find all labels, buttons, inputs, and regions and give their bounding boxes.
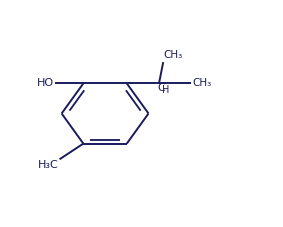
Text: CH₃: CH₃ bbox=[164, 50, 183, 60]
Text: CH₃: CH₃ bbox=[193, 78, 212, 88]
Text: H₃C: H₃C bbox=[37, 160, 58, 170]
Text: H: H bbox=[162, 85, 169, 95]
Text: HO: HO bbox=[37, 78, 54, 88]
Text: C: C bbox=[158, 82, 165, 93]
